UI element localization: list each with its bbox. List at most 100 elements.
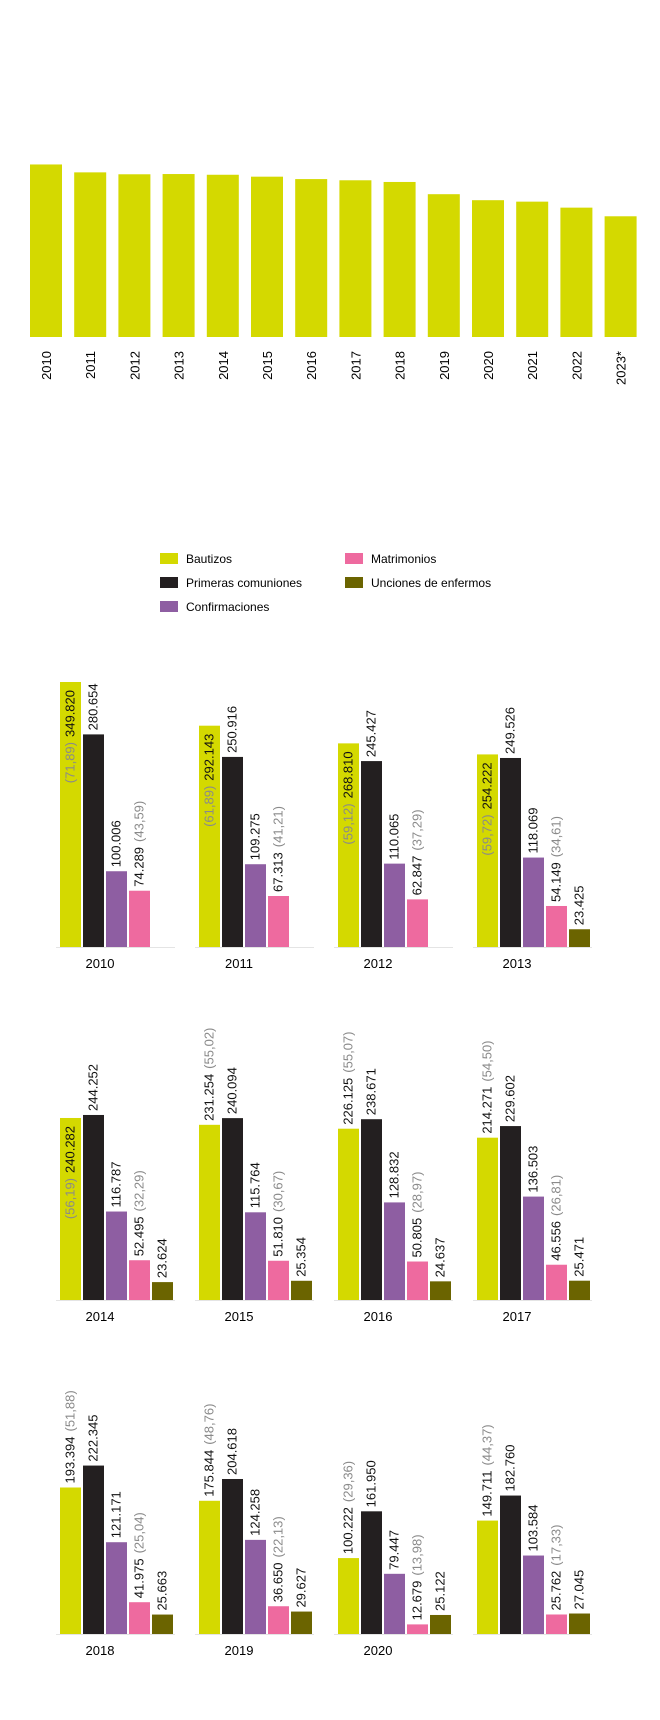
value-label: 27.045 <box>572 1570 587 1610</box>
small-multiples: (71,89) 349.820 280.654 100.006 74.289 (43,59… <box>56 682 592 1658</box>
value-label: 25.122 <box>433 1571 448 1611</box>
bar-bautizos <box>199 1500 220 1634</box>
value-label: 110.065 <box>387 814 402 860</box>
bar-bautizos <box>477 754 498 947</box>
pct-label: (55,02) <box>202 1028 217 1069</box>
bar-unciones <box>569 929 590 947</box>
value-label: 121.171 <box>109 1491 124 1538</box>
bar-primeras_comuniones <box>222 1118 243 1300</box>
bar-label-group: 226.125 (55,07) <box>341 1031 356 1124</box>
legend-swatch-bautizos <box>160 553 178 564</box>
bar-label-group: 244.252 <box>86 1064 101 1111</box>
bar-label-group: (59,12) 268.810 <box>341 751 356 844</box>
value-label: 182.760 <box>503 1445 518 1492</box>
value-label: 25.762 <box>549 1571 564 1611</box>
top-tick-label: 2011 <box>83 351 98 379</box>
bar-label-group: 25.471 <box>572 1237 587 1277</box>
legend-swatch-matrimonios <box>345 553 363 564</box>
bar-label-group: 222.345 <box>86 1415 101 1462</box>
top-tick-label: 2017 <box>348 351 363 380</box>
legend-swatch-unciones <box>345 577 363 588</box>
year-label: 2016 <box>364 1309 393 1324</box>
bar-primeras_comuniones <box>500 757 521 947</box>
bar-matrimonios <box>129 890 150 947</box>
bar-label-group: 250.916 <box>225 706 240 753</box>
bar-label-group: 25.354 <box>294 1237 309 1277</box>
top-tick-label: 2010 <box>39 351 54 380</box>
value-label: 29.627 <box>294 1568 309 1608</box>
pct-label: (41,21) <box>271 806 286 847</box>
bar-primeras_comuniones <box>500 1126 521 1300</box>
top-bar-2017 <box>339 180 372 337</box>
value-label: 50.805 <box>410 1218 425 1258</box>
bar-confirmaciones <box>106 1542 127 1634</box>
value-label: 23.425 <box>572 885 587 925</box>
bar-label-group: 175.844 (48,76) <box>202 1404 217 1497</box>
bar-bautizos <box>60 682 81 947</box>
bar-label-group: 36.650 (22,13) <box>271 1516 286 1602</box>
legend-label-unciones: Unciones de enfermos <box>371 576 491 590</box>
bar-primeras_comuniones <box>222 1478 243 1634</box>
top-bar-2021 <box>516 201 549 337</box>
bar-bautizos <box>338 1558 359 1634</box>
top-bar-2013 <box>162 174 195 337</box>
year-group-2012: (59,12) 268.810 245.427 110.065 62.847 (37,29… <box>334 710 453 971</box>
value-label: 51.810 <box>271 1217 286 1257</box>
value-label: 115.764 <box>248 1162 263 1208</box>
value-label: 25.471 <box>572 1237 587 1277</box>
bar-label-group: 74.289 (43,59) <box>132 801 147 887</box>
year-group-2016: 226.125 (55,07) 238.671 128.832 50.805 (28,97… <box>334 1031 453 1324</box>
value-label: 240.282 <box>63 1126 78 1173</box>
value-label: 124.258 <box>248 1489 263 1536</box>
bar-matrimonios <box>129 1260 150 1300</box>
bar-label-group: (71,89) 349.820 <box>63 690 78 783</box>
bar-confirmaciones <box>106 1211 127 1300</box>
value-label: 25.354 <box>294 1237 309 1277</box>
top-bar-2010 <box>30 164 62 337</box>
bar-label-group: 128.832 <box>387 1151 402 1198</box>
top-tick-label: 2012 <box>127 351 142 380</box>
bar-confirmaciones <box>245 1539 266 1634</box>
bar-confirmaciones <box>245 864 266 947</box>
value-label: 214.271 <box>480 1087 495 1134</box>
bar-unciones <box>152 1282 173 1300</box>
legend-label-confirmaciones: Confirmaciones <box>186 600 269 614</box>
value-label: 109.275 <box>248 813 263 860</box>
year-group-ultimo: 149.711 (44,37) 182.760 103.584 25.762 (17,33… <box>473 1424 592 1635</box>
bar-unciones <box>152 1614 173 1634</box>
bar-confirmaciones <box>523 857 544 947</box>
value-label: 280.654 <box>86 683 101 730</box>
value-label: 12.679 <box>410 1581 425 1621</box>
year-label: 2017 <box>503 1309 532 1324</box>
year-group-2015: 231.254 (55,02) 240.094 115.764 51.810 (30,67… <box>195 1028 314 1324</box>
bar-confirmaciones <box>384 1202 405 1300</box>
bar-label-group: 62.847 (37,29) <box>410 809 425 895</box>
bar-primeras_comuniones <box>361 1119 382 1300</box>
value-label: 222.345 <box>86 1415 101 1462</box>
bar-bautizos <box>199 725 220 947</box>
bar-matrimonios <box>546 905 567 947</box>
bar-primeras_comuniones <box>83 1465 104 1634</box>
legend-swatch-primeras_comuniones <box>160 577 178 588</box>
bar-primeras_comuniones <box>500 1495 521 1634</box>
top-bar-2016 <box>295 179 328 337</box>
top-bar-2012 <box>118 174 151 337</box>
pct-label: (44,37) <box>480 1424 495 1465</box>
bar-primeras_comuniones <box>83 1114 104 1300</box>
bar-label-group: 23.425 <box>572 885 587 925</box>
pct-label: (32,29) <box>132 1170 147 1211</box>
top-tick-label: 2023* <box>614 351 629 385</box>
bar-label-group: 204.618 <box>225 1428 240 1475</box>
value-label: 36.650 <box>271 1562 286 1602</box>
pct-label: (59,12) <box>341 803 356 844</box>
pct-label: (34,61) <box>549 816 564 857</box>
bar-label-group: 245.427 <box>364 710 379 757</box>
pct-label: (17,33) <box>549 1525 564 1566</box>
bar-unciones <box>430 1614 451 1634</box>
top-tick-label: 2013 <box>172 351 187 380</box>
year-group-2019: 175.844 (48,76) 204.618 124.258 36.650 (22,13… <box>195 1404 314 1658</box>
bar-matrimonios <box>546 1264 567 1300</box>
top-bar-2011 <box>74 172 107 337</box>
top-bar-2018 <box>383 181 416 337</box>
legend: Bautizos Primeras comuniones Confirmacione… <box>160 552 491 614</box>
